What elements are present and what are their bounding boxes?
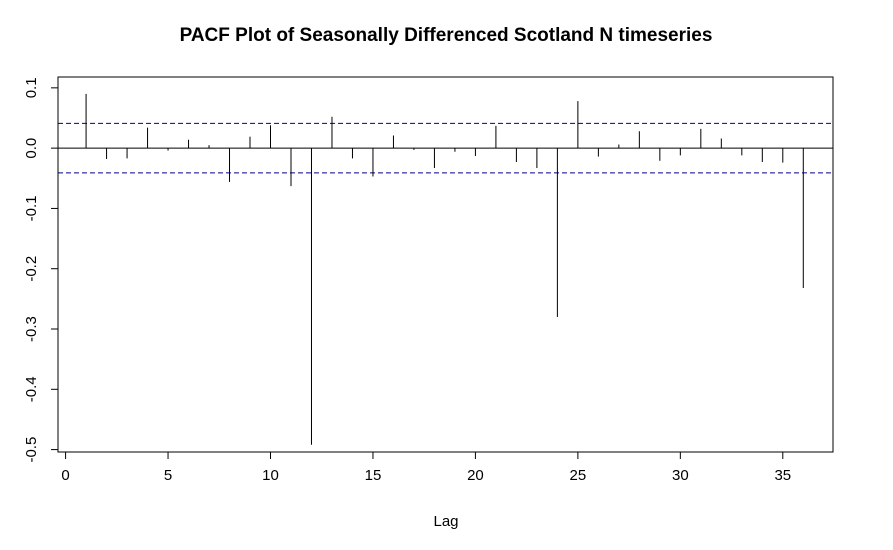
y-axis: -0.5 -0.4 -0.3 -0.2 -0.1 0.0 0.1 xyxy=(23,77,59,463)
x-tick-label: 20 xyxy=(467,467,484,484)
x-tick-label: 35 xyxy=(774,467,791,484)
y-tick-label: -0.1 xyxy=(23,196,40,222)
y-tick-label: -0.5 xyxy=(23,437,40,463)
x-tick-label: 25 xyxy=(570,467,587,484)
x-axis: 0 5 10 15 20 25 30 35 xyxy=(61,451,791,484)
x-tick-label: 5 xyxy=(164,467,172,484)
x-tick-label: 15 xyxy=(365,467,382,484)
y-tick-label: -0.3 xyxy=(23,316,40,342)
y-tick-label: -0.2 xyxy=(23,256,40,282)
chart-title: PACF Plot of Seasonally Differenced Scot… xyxy=(180,25,713,46)
confidence-bounds xyxy=(58,122,833,174)
pacf-bars xyxy=(85,93,804,445)
x-tick-label: 0 xyxy=(61,467,69,484)
y-tick-label: -0.4 xyxy=(23,376,40,402)
x-axis-label: Lag xyxy=(433,513,458,530)
y-tick-label: 0.0 xyxy=(23,138,40,159)
y-tick-label: 0.1 xyxy=(23,77,40,98)
plot-frame xyxy=(57,76,834,453)
x-tick-label: 30 xyxy=(672,467,689,484)
x-tick-label: 10 xyxy=(262,467,279,484)
